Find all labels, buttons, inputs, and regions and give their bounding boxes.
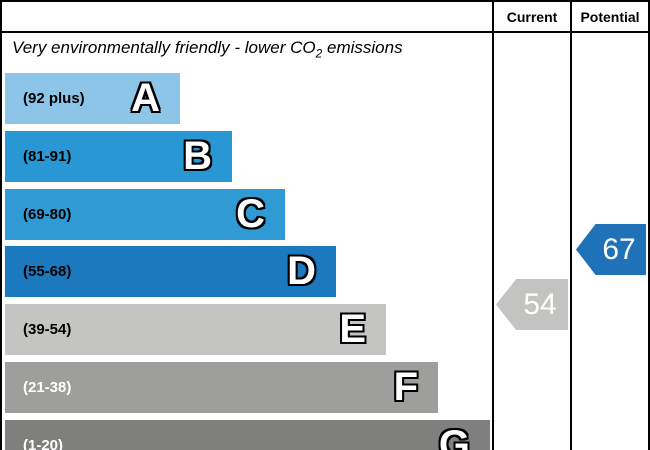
potential-column-divider	[570, 2, 572, 450]
current-column-divider	[492, 2, 494, 450]
header-divider	[2, 31, 648, 33]
band-c-range-label: (69-80)	[23, 205, 72, 223]
potential-column-header: Potential	[580, 8, 640, 25]
band-f-letter: F	[393, 365, 418, 409]
current-rating-arrow: 54	[496, 279, 568, 330]
band-d-letter: D	[287, 249, 316, 294]
band-a-letter: A	[131, 76, 160, 120]
band-d-range-label: (55-68)	[23, 263, 72, 281]
current-rating-value: 54	[523, 287, 557, 321]
band-a-range-label: (92 plus)	[23, 90, 85, 107]
band-e-letter: E	[339, 307, 366, 352]
band-e: (39-54) E	[5, 304, 386, 356]
band-g-range-label: (1-20)	[23, 436, 64, 450]
current-column-header: Current	[506, 8, 558, 25]
title-text-suffix: emissions	[322, 38, 403, 57]
band-d: (55-68) D	[5, 246, 336, 298]
potential-rating-arrow: 67	[576, 224, 646, 275]
band-g-letter: G	[438, 422, 470, 450]
band-c-letter: C	[236, 191, 265, 236]
band-f: (21-38) F	[5, 362, 438, 413]
band-b-range-label: (81-91)	[23, 147, 72, 165]
band-b-letter: B	[183, 133, 212, 178]
band-b: (81-91) B	[5, 130, 232, 182]
title-subscript: 2	[315, 46, 323, 61]
chart-title: Very environmentally friendly - lower CO…	[12, 38, 487, 60]
band-c: (69-80) C	[5, 188, 285, 240]
title-text: Very environmentally friendly - lower CO	[12, 38, 316, 57]
potential-rating-value: 67	[602, 232, 636, 266]
band-g: (1-20) G	[5, 419, 490, 450]
band-f-range-label: (21-38)	[23, 379, 72, 396]
band-a: (92 plus) A	[5, 73, 180, 124]
band-e-range-label: (39-54)	[23, 321, 72, 339]
